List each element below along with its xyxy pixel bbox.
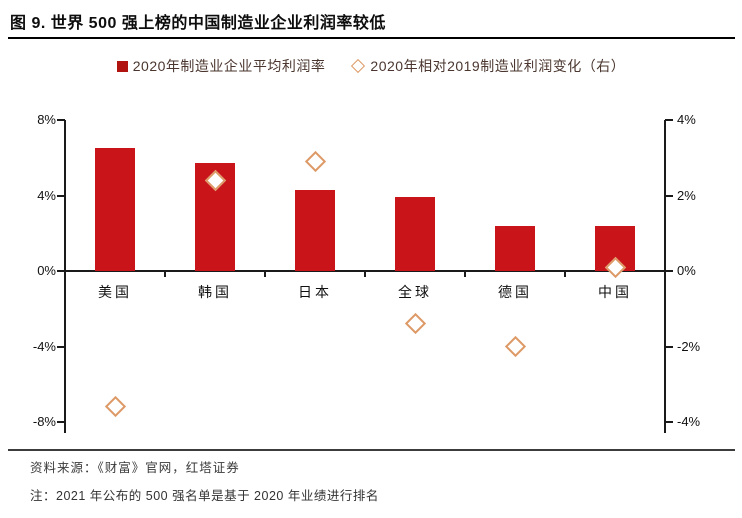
right-axis-tick [665, 270, 673, 272]
bar-global [395, 197, 435, 271]
y-axis-tick-label-left: 8% [37, 112, 56, 127]
title-divider [8, 37, 735, 39]
chart-plot-area: 8% 4% 0% -4% -8% 4% 2% 0% -2% -4% 美国 韩国 日本 全球 德国 中国 [32, 112, 701, 433]
x-axis-boundary-tick [264, 271, 266, 277]
bar-usa [95, 148, 135, 271]
source-text: 资料来源：《财富》官网，红塔证券 [30, 461, 240, 475]
legend-item-bar-series: 2020年制造业企业平均利润率 [116, 56, 326, 76]
diamond-usa [104, 396, 126, 418]
zero-baseline [65, 270, 673, 272]
diamond-global [404, 313, 426, 335]
right-axis-tick [665, 119, 673, 121]
x-axis-boundary-tick [364, 271, 366, 277]
red-square-swatch-icon [116, 60, 128, 72]
right-axis-tick [665, 345, 673, 348]
category-label-germany: 德国 [498, 284, 532, 300]
right-axis-tick [665, 194, 673, 197]
diamond-germany [504, 335, 526, 358]
y-axis-tick-label-left: 0% [37, 263, 56, 278]
y-axis-tick-label-right: 0% [677, 263, 696, 278]
category-label-china: 中国 [598, 284, 632, 300]
left-y-axis-line [64, 120, 66, 433]
bar-japan [295, 189, 335, 271]
right-axis-tick [665, 421, 673, 423]
y-axis-tick-label-right: -2% [677, 338, 701, 354]
left-axis-tick [57, 119, 65, 121]
footer-divider [8, 449, 735, 451]
legend-item-diamond-series: 2020年相对2019制造业利润变化（右） [351, 56, 625, 76]
y-axis-tick-label-left: 4% [37, 187, 56, 203]
category-label-global: 全球 [398, 284, 432, 300]
y-axis-tick-label-left: -8% [32, 414, 56, 429]
legend-label: 2020年制造业企业平均利润率 [132, 58, 326, 74]
x-axis-boundary-tick [464, 271, 466, 277]
diamond-japan [304, 150, 326, 173]
y-axis-tick-label-right: 2% [677, 187, 696, 203]
category-label-korea: 韩国 [198, 284, 232, 300]
x-axis-boundary-tick [564, 271, 566, 277]
left-axis-tick [57, 345, 65, 348]
legend-label: 2020年相对2019制造业利润变化（右） [370, 58, 626, 74]
note-text: 注：2021 年公布的 500 强名单是基于 2020 年业绩进行排名 [30, 489, 379, 503]
left-axis-tick [57, 421, 65, 423]
figure-title: 图 9. 世界 500 强上榜的中国制造业企业利润率较低 [10, 15, 386, 32]
left-axis-tick [57, 194, 65, 197]
left-axis-tick [57, 270, 65, 272]
x-axis-boundary-tick [164, 271, 166, 277]
bar-germany [495, 225, 535, 271]
right-y-axis-line [664, 120, 666, 433]
y-axis-tick-label-right: -4% [677, 414, 701, 429]
category-label-usa: 美国 [98, 284, 132, 300]
y-axis-tick-label-left: -4% [32, 338, 56, 354]
category-label-japan: 日本 [298, 284, 332, 300]
y-axis-tick-label-right: 4% [677, 112, 696, 127]
chart-legend: 2020年制造业企业平均利润率 2020年相对2019制造业利润变化（右） [0, 56, 742, 76]
